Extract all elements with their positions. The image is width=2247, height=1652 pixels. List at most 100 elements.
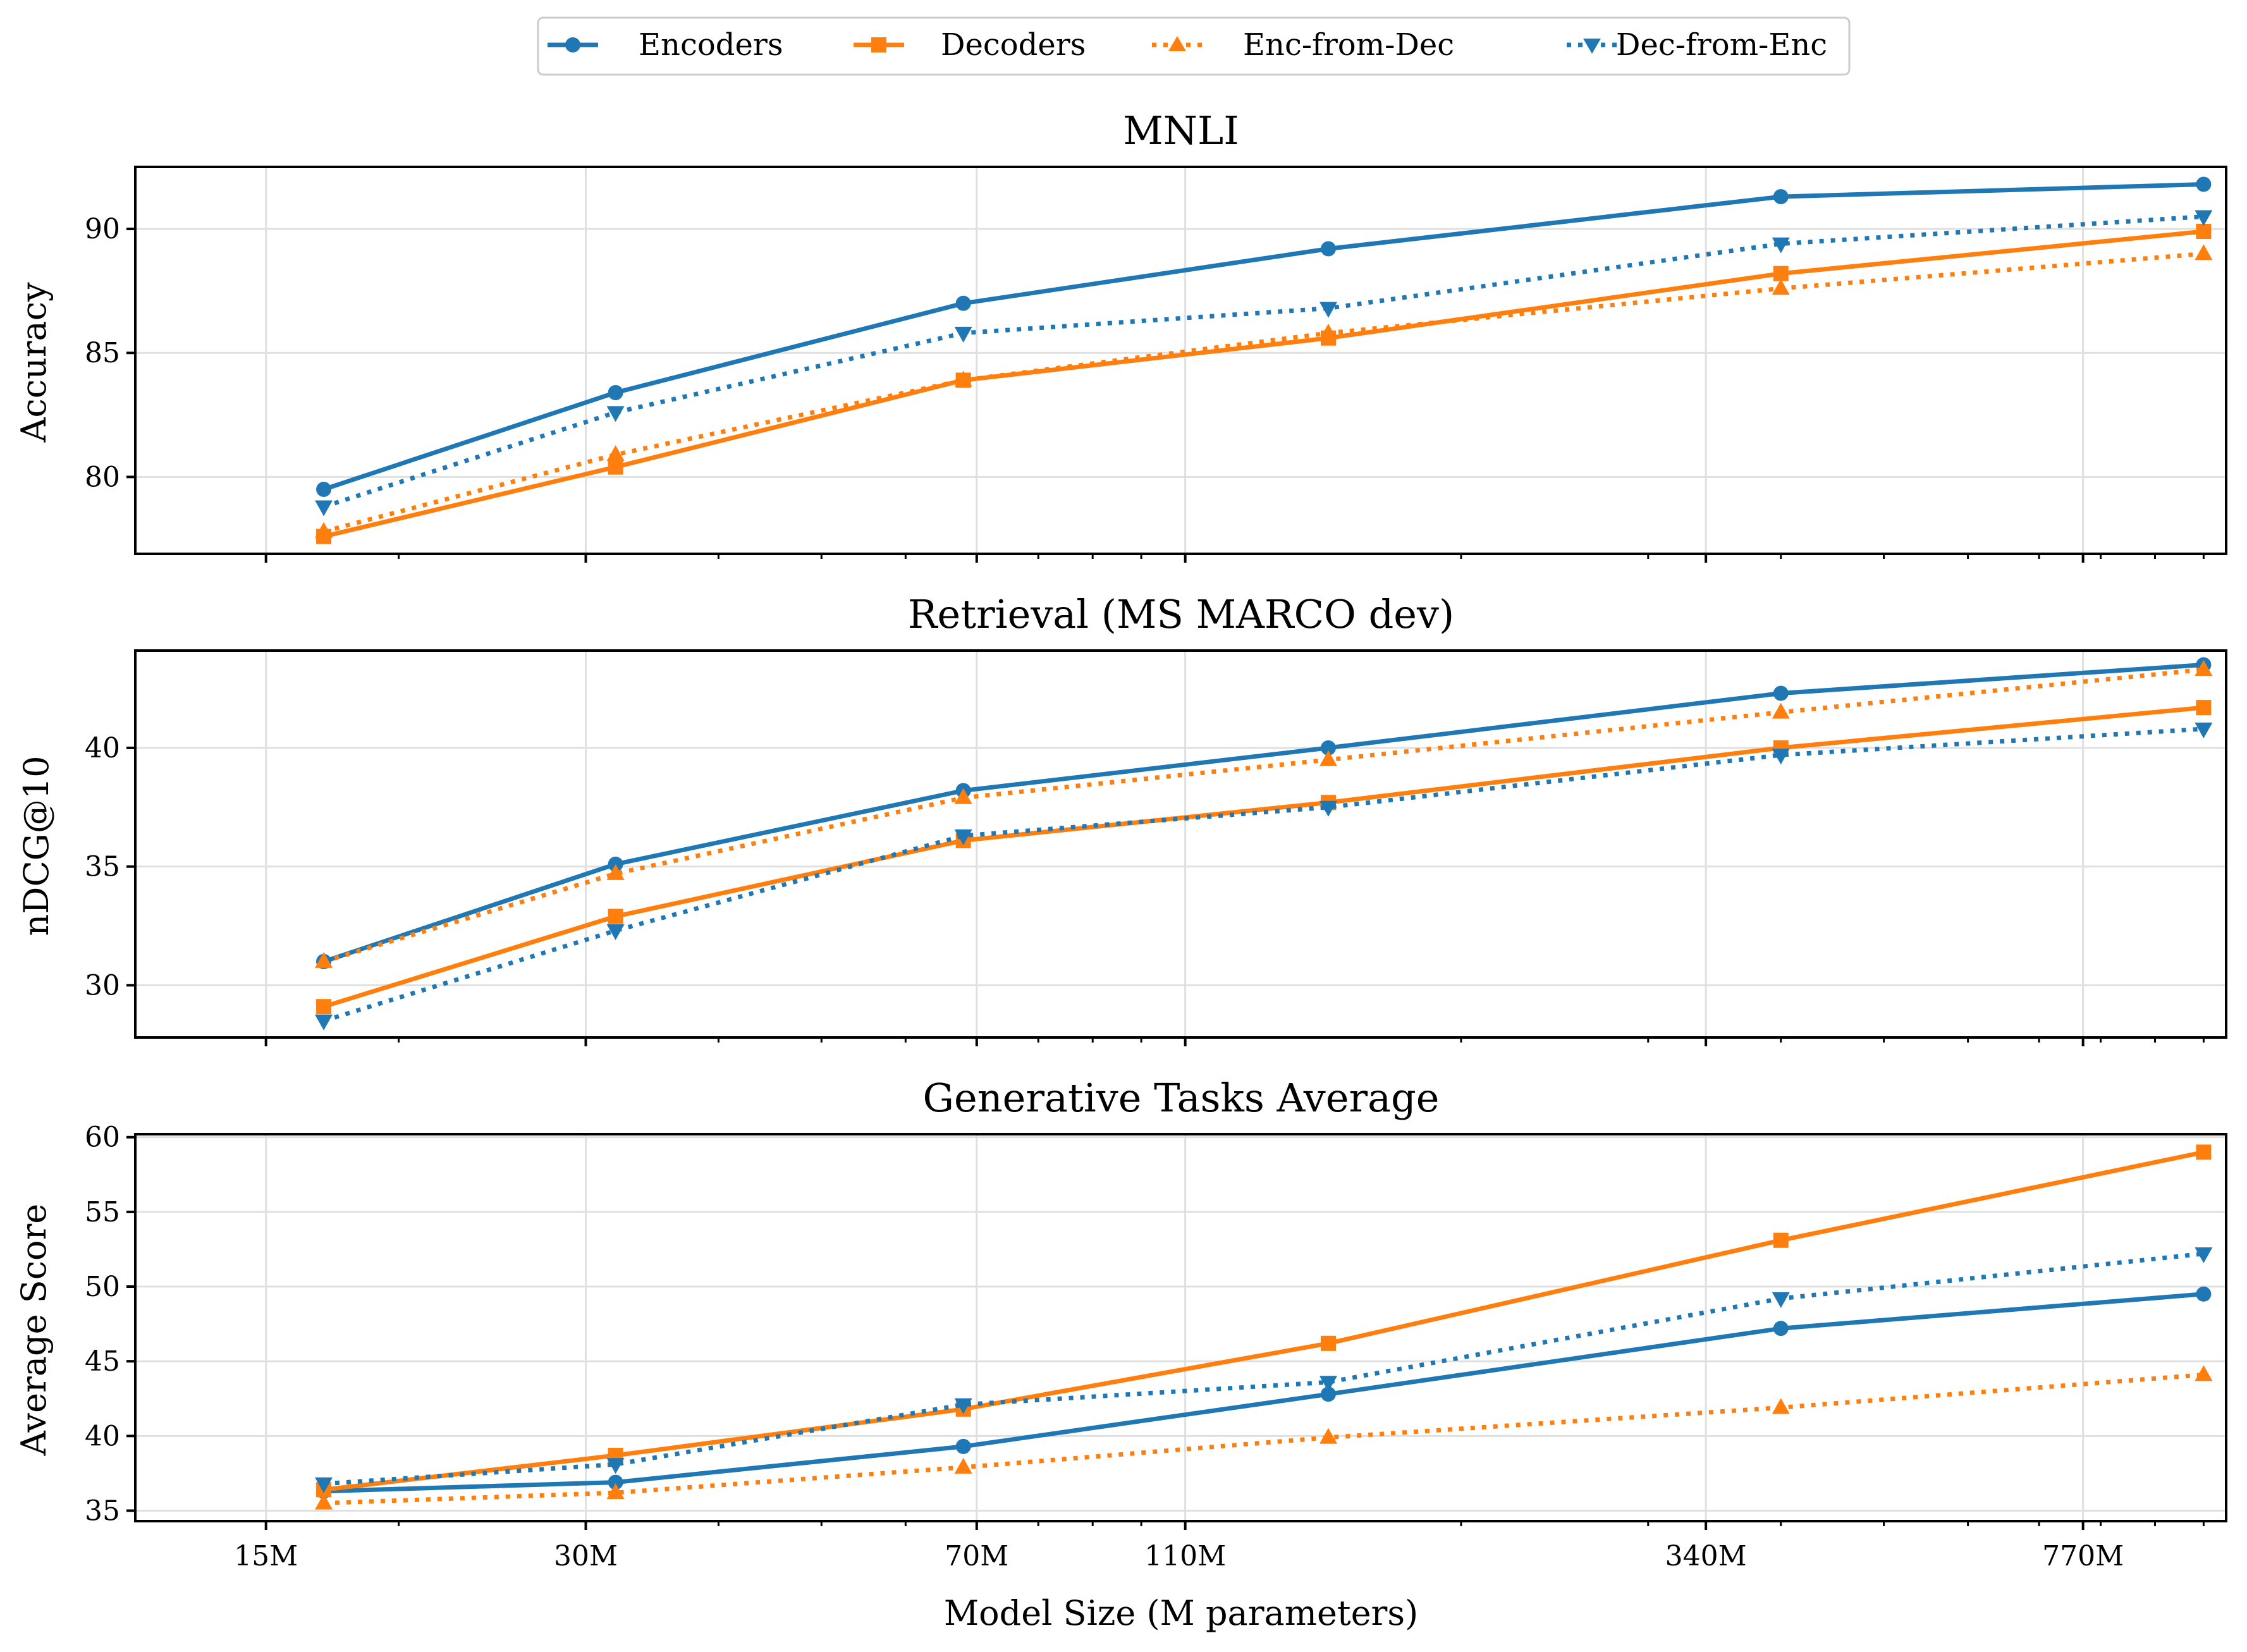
point-mnli-decoders-1 [608,459,623,475]
point-retrieval-ms-marco-dev-encoders-4 [1773,685,1789,701]
series-line-mnli-encoders [322,182,2204,492]
legend-marker-dec-from-enc [1583,39,1601,54]
panel-title-mnli: MNLI [1123,107,1239,154]
y-ticks-retrieval: 30 35 40 [85,732,135,1001]
legend: Encoders Decoders Enc-from-Dec Dec-from-… [537,16,1851,76]
point-mnli-enc-from-dec-1 [606,445,625,462]
point-retrieval-ms-marco-dev-dec-from-enc-4 [1772,749,1790,765]
point-mnli-encoders-5 [2196,176,2212,192]
legend-entry-encoders: Encoders [548,27,783,63]
point-mnli-enc-from-dec-3 [1319,323,1337,340]
panel-grid-generative [135,1134,2226,1521]
point-generative-tasks-average-enc-from-dec-4 [1772,1398,1790,1414]
legend-marker-enc-from-dec [1168,36,1186,51]
y-tick-label-2-4: 55 [85,1196,120,1228]
point-retrieval-ms-marco-dev-dec-from-enc-1 [606,924,625,941]
y-tick-label-1-2: 40 [85,732,120,764]
point-generative-tasks-average-enc-from-dec-1 [606,1483,625,1500]
point-generative-tasks-average-encoders-2 [955,1438,971,1454]
point-generative-tasks-average-enc-from-dec-3 [1319,1428,1337,1444]
series-line-retrieval-ms-marco-dev-enc-from-dec [322,667,2204,964]
legend-marker-decoders [871,37,886,52]
series-line-mnli-enc-from-dec [323,251,2204,534]
point-generative-tasks-average-dec-from-enc-4 [1772,1292,1790,1308]
x-ticks-retrieval [264,1037,2205,1046]
legend-frame [537,16,1851,76]
series-line-generative-tasks-average-encoders [323,1292,2204,1494]
panel-series-mnli [315,176,2213,544]
panel-frame-generative [134,1133,2227,1522]
point-generative-tasks-average-dec-from-enc-5 [2195,1247,2213,1264]
y-tick-label-2-1: 40 [85,1420,120,1452]
point-retrieval-ms-marco-dev-encoders-1 [608,856,623,872]
point-retrieval-ms-marco-dev-enc-from-dec-2 [954,788,972,804]
point-mnli-encoders-0 [316,482,332,497]
point-generative-tasks-average-decoders-4 [1773,1232,1789,1248]
panel-title-generative: Generative Tasks Average [923,1075,1440,1121]
panel-grid-retrieval [135,651,2226,1037]
y-tick-label-2-2: 45 [85,1345,120,1378]
point-mnli-enc-from-dec-2 [954,370,972,387]
point-mnli-encoders-1 [608,385,623,400]
series-line-retrieval-ms-marco-dev-encoders [322,663,2204,964]
point-retrieval-ms-marco-dev-enc-from-dec-0 [315,951,333,968]
panel-mnli: MNLI Accuracy 80 85 90 [14,107,2227,563]
y-tick-label-0-2: 90 [85,213,120,245]
y-tick-label-2-5: 60 [85,1122,120,1154]
point-generative-tasks-average-decoders-5 [2196,1144,2212,1160]
point-mnli-dec-from-enc-0 [315,500,333,517]
y-tick-label-0-1: 85 [85,337,120,369]
series-line-retrieval-ms-marco-dev-decoders [322,705,2204,1009]
point-retrieval-ms-marco-dev-enc-from-dec-3 [1319,750,1337,766]
legend-label-encoders: Encoders [639,27,783,63]
x-tick-label-0: 15M [234,1540,298,1572]
x-axis-label: Model Size (M parameters) [944,1593,1418,1633]
point-generative-tasks-average-decoders-3 [1320,1335,1336,1351]
point-mnli-dec-from-enc-2 [954,326,972,343]
legend-label-decoders: Decoders [941,27,1086,63]
y-ticks-generative: 35 40 45 50 55 60 [85,1122,135,1527]
point-mnli-encoders-3 [1320,241,1336,257]
point-generative-tasks-average-encoders-1 [608,1474,623,1490]
point-mnli-encoders-2 [955,295,971,311]
x-ticks-mnli [264,554,2205,563]
x-tick-label-1: 30M [554,1540,618,1572]
point-generative-tasks-average-dec-from-enc-1 [606,1458,625,1474]
x-tick-label-5: 770M [2042,1540,2124,1572]
legend-label-enc-from-dec: Enc-from-Dec [1243,27,1454,63]
series-line-mnli-decoders [323,229,2204,539]
y-tick-label-1-1: 35 [85,851,120,883]
y-axis-label-retrieval: nDCG@10 [16,756,56,936]
point-generative-tasks-average-enc-from-dec-2 [954,1457,972,1474]
point-retrieval-ms-marco-dev-encoders-3 [1320,740,1336,756]
point-mnli-dec-from-enc-5 [2195,210,2213,226]
y-tick-label-2-3: 50 [85,1271,120,1303]
series-line-generative-tasks-average-enc-from-dec [323,1372,2204,1506]
point-retrieval-ms-marco-dev-decoders-5 [2196,700,2212,716]
point-mnli-enc-from-dec-5 [2195,244,2213,260]
series-line-generative-tasks-average-decoders [323,1149,2205,1492]
point-generative-tasks-average-dec-from-enc-2 [954,1398,972,1414]
point-mnli-decoders-4 [1773,266,1789,281]
point-generative-tasks-average-encoders-4 [1773,1321,1789,1337]
legend-entry-dec-from-enc: Dec-from-Enc [1567,27,1827,63]
legend-entry-decoders: Decoders [854,27,1086,63]
legend-marker-encoders [565,37,580,52]
point-mnli-dec-from-enc-1 [606,406,625,422]
series-line-mnli-dec-from-enc [322,214,2204,509]
point-retrieval-ms-marco-dev-decoders-0 [316,999,332,1015]
point-generative-tasks-average-enc-from-dec-5 [2195,1365,2213,1381]
x-tick-label-3: 110M [1144,1540,1226,1572]
point-retrieval-ms-marco-dev-decoders-1 [608,909,623,924]
point-generative-tasks-average-dec-from-enc-0 [315,1477,333,1493]
point-mnli-decoders-5 [2196,224,2212,239]
point-generative-tasks-average-dec-from-enc-3 [1319,1376,1337,1392]
panel-grid-mnli [135,167,2226,554]
point-retrieval-ms-marco-dev-enc-from-dec-5 [2195,660,2213,676]
panel-generative: Generative Tasks Average Average Score 3… [14,1075,2227,1530]
y-tick-label-0-0: 80 [85,461,120,493]
point-mnli-enc-from-dec-4 [1772,279,1790,295]
y-ticks-mnli: 80 85 90 [85,213,135,493]
x-tick-labels: 15M 30M 70M 110M 340M 770M [234,1540,2124,1572]
